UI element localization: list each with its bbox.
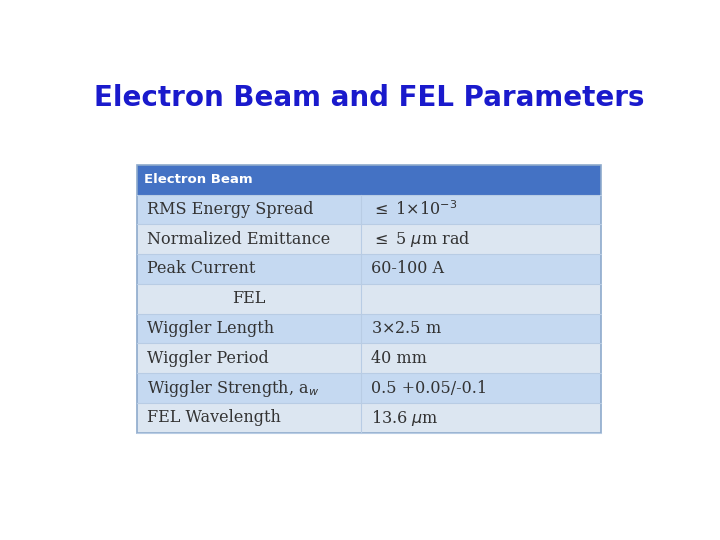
Bar: [361, 284, 600, 314]
Bar: [361, 343, 600, 373]
Bar: [361, 373, 600, 403]
Bar: [138, 314, 361, 343]
Bar: [138, 254, 361, 284]
Bar: [138, 284, 361, 314]
Bar: [361, 194, 600, 224]
Bar: [138, 165, 600, 194]
Text: Electron Beam and FEL Parameters: Electron Beam and FEL Parameters: [94, 84, 644, 112]
Text: $\leq$ 1$\times$10$^{-3}$: $\leq$ 1$\times$10$^{-3}$: [371, 200, 457, 219]
Text: 40 mm: 40 mm: [371, 350, 426, 367]
Text: Wiggler Strength, a$_w$: Wiggler Strength, a$_w$: [148, 377, 320, 399]
Text: 60-100 A: 60-100 A: [371, 260, 444, 278]
Bar: [361, 254, 600, 284]
Text: RMS Energy Spread: RMS Energy Spread: [148, 201, 314, 218]
Bar: [361, 403, 600, 433]
Text: Electron Beam: Electron Beam: [144, 173, 253, 186]
Text: FEL: FEL: [233, 291, 266, 307]
Text: $\leq$ 5 $\mu$m rad: $\leq$ 5 $\mu$m rad: [371, 229, 470, 249]
Text: Wiggler Period: Wiggler Period: [148, 350, 269, 367]
Bar: [138, 194, 361, 224]
Bar: [138, 224, 361, 254]
Bar: [361, 224, 600, 254]
Text: 0.5 +0.05/-0.1: 0.5 +0.05/-0.1: [371, 380, 487, 396]
Text: Wiggler Length: Wiggler Length: [148, 320, 274, 337]
Bar: [138, 403, 361, 433]
Bar: [138, 373, 361, 403]
Text: Peak Current: Peak Current: [148, 260, 256, 278]
Bar: [138, 343, 361, 373]
Text: 13.6 $\mu$m: 13.6 $\mu$m: [371, 408, 438, 428]
Text: 3$\times$2.5 m: 3$\times$2.5 m: [371, 320, 441, 337]
Text: FEL Wavelength: FEL Wavelength: [148, 409, 282, 427]
Bar: [361, 314, 600, 343]
Text: Normalized Emittance: Normalized Emittance: [148, 231, 330, 248]
